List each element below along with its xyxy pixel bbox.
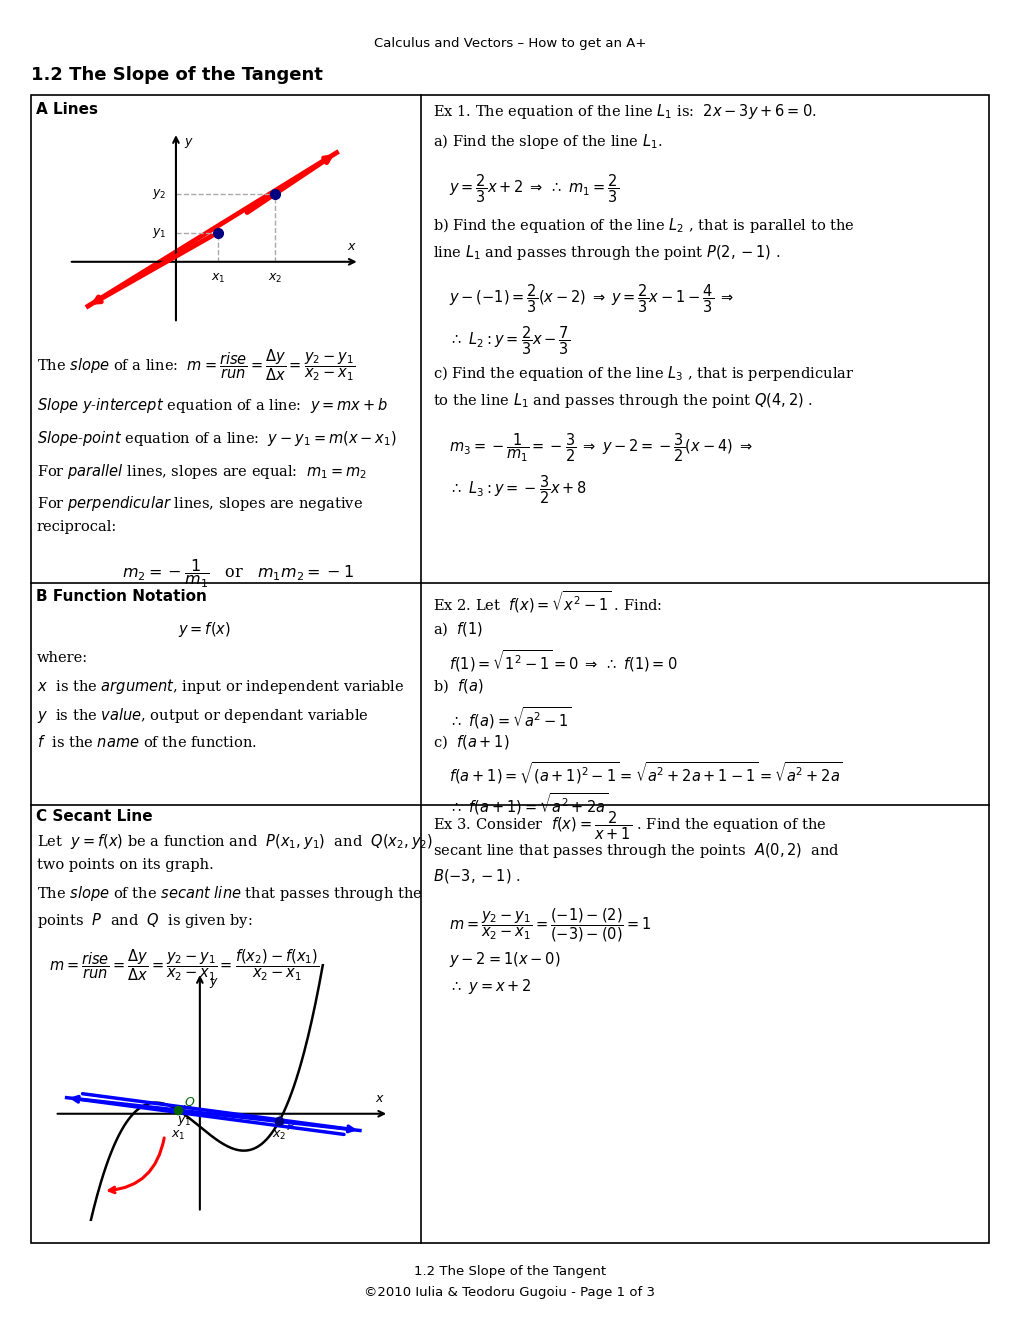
Bar	[31, 95, 988, 1243]
Text: $x_2$: $x_2$	[272, 1129, 286, 1142]
Text: $\therefore\ f(a+1)=\sqrt{a^2+2a}$: $\therefore\ f(a+1)=\sqrt{a^2+2a}$	[448, 791, 607, 817]
Text: b)  $f(a)$: b) $f(a)$	[433, 677, 484, 696]
Text: $\mathit{Slope}$-$\mathit{point}$ equation of a line:  $y-y_1=m(x-x_1)$: $\mathit{Slope}$-$\mathit{point}$ equati…	[37, 429, 396, 447]
Text: $y=\dfrac{2}{3}x+2 \;\Rightarrow\; \therefore\ m_1=\dfrac{2}{3}$: $y=\dfrac{2}{3}x+2 \;\Rightarrow\; \ther…	[448, 173, 619, 206]
Text: to the line $L_1$ and passes through the point $Q(4,2)$ .: to the line $L_1$ and passes through the…	[433, 391, 813, 409]
Text: $y-2=1(x-0)$: $y-2=1(x-0)$	[448, 950, 559, 969]
Text: For $\mathit{perpendicular}$ lines, slopes are negative: For $\mathit{perpendicular}$ lines, slop…	[37, 494, 363, 512]
Text: $m=\dfrac{y_2-y_1}{x_2-x_1}=\dfrac{(-1)-(2)}{(-3)-(0)}=1$: $m=\dfrac{y_2-y_1}{x_2-x_1}=\dfrac{(-1)-…	[448, 907, 650, 944]
Text: $\therefore\ L_2:y=\dfrac{2}{3}x-\dfrac{7}{3}$: $\therefore\ L_2:y=\dfrac{2}{3}x-\dfrac{…	[448, 325, 570, 358]
Text: 1.2 The Slope of the Tangent: 1.2 The Slope of the Tangent	[414, 1265, 605, 1278]
Text: b) Find the equation of the line $L_2$ , that is parallel to the: b) Find the equation of the line $L_2$ ,…	[433, 216, 855, 235]
Text: $f(1)=\sqrt{1^2-1}=0 \;\Rightarrow\; \therefore\ f(1)=0$: $f(1)=\sqrt{1^2-1}=0 \;\Rightarrow\; \th…	[448, 648, 677, 675]
Text: $\mathit{Slope}$ $\mathit{y}$-$\mathit{intercept}$ equation of a line:  $y=mx+b$: $\mathit{Slope}$ $\mathit{y}$-$\mathit{i…	[37, 396, 387, 414]
Text: c)  $f(a+1)$: c) $f(a+1)$	[433, 733, 510, 751]
Text: $m=\dfrac{\mathit{rise}}{\mathit{run}}=\dfrac{\Delta y}{\Delta x}=\dfrac{y_2-y_1: $m=\dfrac{\mathit{rise}}{\mathit{run}}=\…	[49, 948, 319, 983]
Text: $y_1$: $y_1$	[152, 226, 166, 240]
Text: $x$  is the $\mathit{argument}$, input or independent variable: $x$ is the $\mathit{argument}$, input or…	[37, 677, 404, 696]
Text: where:: where:	[37, 651, 88, 665]
Text: Ex 3. Consider  $f(x)=\dfrac{2}{x+1}$ . Find the equation of the: Ex 3. Consider $f(x)=\dfrac{2}{x+1}$ . F…	[433, 809, 826, 842]
Text: $y$: $y$	[209, 977, 218, 990]
Text: B Function Notation: B Function Notation	[36, 589, 207, 603]
Text: C Secant Line: C Secant Line	[36, 809, 152, 824]
Text: $x_2$: $x_2$	[268, 272, 282, 285]
Text: $\therefore\ f(a)=\sqrt{a^2-1}$: $\therefore\ f(a)=\sqrt{a^2-1}$	[448, 705, 572, 731]
Text: ©2010 Iulia & Teodoru Gugoiu - Page 1 of 3: ©2010 Iulia & Teodoru Gugoiu - Page 1 of…	[364, 1286, 655, 1299]
Text: $\therefore\ L_3:y=-\dfrac{3}{2}x+8$: $\therefore\ L_3:y=-\dfrac{3}{2}x+8$	[448, 474, 586, 507]
Text: two points on its graph.: two points on its graph.	[37, 858, 213, 873]
Text: $y_1$: $y_1$	[176, 1114, 191, 1129]
Text: $x_1$: $x_1$	[170, 1129, 184, 1142]
Text: reciprocal:: reciprocal:	[37, 520, 117, 535]
Text: a) Find the slope of the line $L_1$.: a) Find the slope of the line $L_1$.	[433, 132, 662, 150]
Text: $m_2=-\dfrac{1}{m_1}$   or   $m_1m_2=-1$: $m_2=-\dfrac{1}{m_1}$ or $m_1m_2=-1$	[122, 557, 354, 590]
Text: The $\mathit{slope}$ of a line:  $m=\dfrac{\mathit{rise}}{\mathit{run}}=\dfrac{\: The $\mathit{slope}$ of a line: $m=\dfra…	[37, 347, 355, 383]
Text: $y$: $y$	[183, 136, 194, 149]
Text: The $\mathit{slope}$ of the $\mathit{secant\ line}$ that passes through the: The $\mathit{slope}$ of the $\mathit{sec…	[37, 884, 422, 903]
Text: $P$: $P$	[285, 1119, 294, 1133]
Text: Calculus and Vectors – How to get an A+: Calculus and Vectors – How to get an A+	[373, 37, 646, 50]
Text: points  $P$  and  $Q$  is given by:: points $P$ and $Q$ is given by:	[37, 911, 252, 929]
Text: $x_1$: $x_1$	[211, 272, 225, 285]
Text: line $L_1$ and passes through the point $P(2,-1)$ .: line $L_1$ and passes through the point …	[433, 243, 781, 261]
Text: $\therefore\ y=x+2$: $\therefore\ y=x+2$	[448, 977, 531, 995]
Text: $x$: $x$	[375, 1092, 385, 1105]
Text: $y-(-1)=\dfrac{2}{3}(x-2) \;\Rightarrow\; y=\dfrac{2}{3}x-1-\dfrac{4}{3} \;\Righ: $y-(-1)=\dfrac{2}{3}(x-2) \;\Rightarrow\…	[448, 282, 734, 315]
Text: $f$  is the $\mathit{name}$ of the function.: $f$ is the $\mathit{name}$ of the functi…	[37, 734, 257, 750]
Text: $B(-3,-1)$ .: $B(-3,-1)$ .	[433, 867, 521, 886]
Text: $y$  is the $\mathit{value}$, output or dependant variable: $y$ is the $\mathit{value}$, output or d…	[37, 706, 368, 725]
Text: $y=f(x)$: $y=f(x)$	[178, 620, 231, 639]
Text: For $\mathit{parallel}$ lines, slopes are equal:  $m_1=m_2$: For $\mathit{parallel}$ lines, slopes ar…	[37, 462, 366, 480]
Text: $y_2$: $y_2$	[152, 186, 166, 201]
Text: $x$: $x$	[346, 240, 357, 253]
Text: $Q$: $Q$	[184, 1096, 196, 1109]
Text: c) Find the equation of the line $L_3$ , that is perpendicular: c) Find the equation of the line $L_3$ ,…	[433, 364, 854, 383]
Text: $f(a+1)=\sqrt{(a+1)^2-1}=\sqrt{a^2+2a+1-1}=\sqrt{a^2+2a}$: $f(a+1)=\sqrt{(a+1)^2-1}=\sqrt{a^2+2a+1-…	[448, 760, 842, 787]
Text: Ex 1. The equation of the line $L_1$ is:  $2x-3y+6=0$.: Ex 1. The equation of the line $L_1$ is:…	[433, 102, 816, 120]
Text: 1.2 The Slope of the Tangent: 1.2 The Slope of the Tangent	[31, 66, 322, 84]
Text: a)  $f(1)$: a) $f(1)$	[433, 620, 483, 639]
Text: A Lines: A Lines	[36, 102, 98, 116]
Text: $y_2$: $y_2$	[176, 1104, 191, 1117]
Text: Ex 2. Let  $f(x)=\sqrt{x^2-1}$ . Find:: Ex 2. Let $f(x)=\sqrt{x^2-1}$ . Find:	[433, 589, 662, 615]
Text: Let  $y=f(x)$ be a function and  $P(x_1,y_1)$  and  $Q(x_2,y_2)$: Let $y=f(x)$ be a function and $P(x_1,y_…	[37, 832, 432, 850]
Text: $m_3=-\dfrac{1}{m_1}=-\dfrac{3}{2} \;\Rightarrow\; y-2=-\dfrac{3}{2}(x-4) \;\Rig: $m_3=-\dfrac{1}{m_1}=-\dfrac{3}{2} \;\Ri…	[448, 432, 752, 465]
Text: secant line that passes through the points  $A(0,2)$  and: secant line that passes through the poin…	[433, 841, 840, 859]
